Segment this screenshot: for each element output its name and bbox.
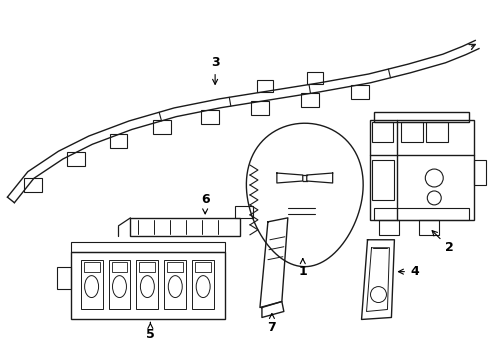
- Bar: [81, 260, 102, 310]
- Bar: [201, 110, 219, 124]
- Bar: [379, 220, 399, 235]
- Text: 4: 4: [398, 265, 419, 278]
- Bar: [350, 85, 368, 99]
- Bar: [140, 262, 155, 272]
- Bar: [426, 122, 448, 142]
- Bar: [110, 134, 127, 148]
- Bar: [57, 267, 71, 289]
- Text: 3: 3: [211, 56, 220, 84]
- Bar: [112, 262, 127, 272]
- Bar: [419, 220, 439, 235]
- Bar: [235, 206, 253, 218]
- Bar: [374, 112, 469, 122]
- Text: 1: 1: [298, 259, 307, 278]
- Text: 2: 2: [432, 231, 454, 254]
- Bar: [192, 260, 214, 310]
- Bar: [67, 152, 85, 166]
- Bar: [474, 160, 486, 185]
- Bar: [108, 260, 130, 310]
- Text: 6: 6: [201, 193, 209, 214]
- Bar: [371, 122, 393, 142]
- Bar: [371, 160, 394, 200]
- Bar: [251, 102, 269, 115]
- Bar: [153, 121, 172, 134]
- Bar: [195, 262, 211, 272]
- Text: 5: 5: [146, 322, 155, 341]
- Bar: [84, 262, 99, 272]
- Bar: [369, 120, 474, 220]
- Bar: [130, 218, 240, 236]
- Bar: [374, 208, 469, 220]
- Bar: [71, 242, 225, 252]
- Bar: [257, 80, 273, 92]
- Bar: [401, 122, 423, 142]
- Bar: [164, 260, 186, 310]
- Bar: [71, 252, 225, 319]
- Bar: [136, 260, 158, 310]
- Bar: [307, 72, 323, 84]
- Bar: [24, 178, 42, 192]
- Bar: [301, 94, 318, 107]
- Text: 7: 7: [268, 314, 276, 334]
- Bar: [167, 262, 183, 272]
